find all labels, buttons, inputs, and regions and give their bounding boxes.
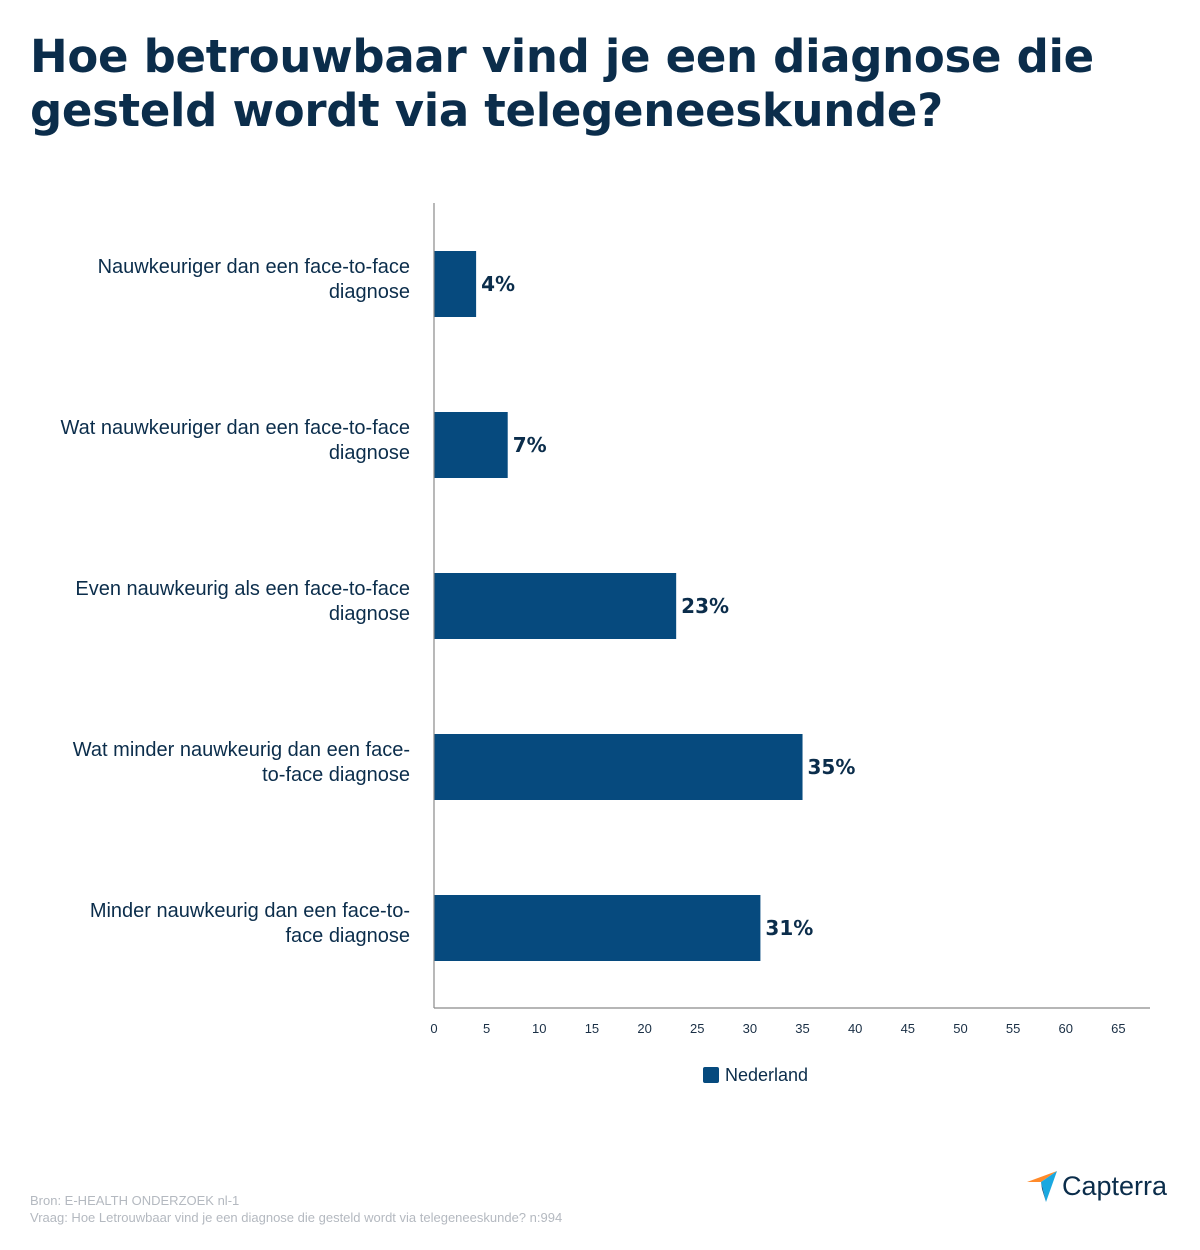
footer-notes: Bron: E-HEALTH ONDERZOEK nl-1 Vraag: Hoe… <box>30 1192 562 1226</box>
bar <box>434 251 477 317</box>
legend: Nederland <box>703 1065 808 1085</box>
data-label: 35% <box>808 755 856 779</box>
data-label: 31% <box>765 916 813 940</box>
x-tick-label: 45 <box>901 1021 915 1036</box>
brand-name: Capterra <box>1062 1170 1168 1201</box>
bars-layer <box>434 251 803 961</box>
x-tick-label: 55 <box>1006 1021 1020 1036</box>
x-tick-label: 5 <box>483 1021 490 1036</box>
x-tick-label: 20 <box>637 1021 651 1036</box>
axes-layer <box>433 203 1150 1009</box>
data-label: 4% <box>481 272 515 296</box>
x-tick-label: 60 <box>1059 1021 1073 1036</box>
brand-logo: Capterra <box>1026 1166 1167 1206</box>
chart-title-line-1: Hoe betrouwbaar vind je een diagnose die <box>30 30 1094 83</box>
bar <box>434 573 677 639</box>
question-note: Vraag: Hoe Letrouwbaar vind je een diagn… <box>30 1210 563 1225</box>
x-tick-label: 65 <box>1111 1021 1125 1036</box>
x-tick-label: 50 <box>953 1021 967 1036</box>
bar <box>434 412 508 478</box>
data-label: 7% <box>513 433 547 457</box>
data-label: 23% <box>681 594 729 618</box>
source-note: Bron: E-HEALTH ONDERZOEK nl-1 <box>30 1193 240 1208</box>
x-tick-label: 40 <box>848 1021 862 1036</box>
legend-label: Nederland <box>725 1065 808 1085</box>
x-tick-label: 10 <box>532 1021 546 1036</box>
x-tick-label: 15 <box>585 1021 599 1036</box>
bar <box>434 895 761 961</box>
legend-swatch <box>703 1067 719 1083</box>
category-label: Minder nauwkeurig dan een face-to-face d… <box>90 900 410 947</box>
category-label: Wat nauwkeuriger dan een face-to-face dia… <box>61 417 410 464</box>
capterra-logo-icon <box>1027 1171 1057 1202</box>
category-label: Nauwkeuriger dan een face-to-face diagnos… <box>98 256 410 303</box>
x-tick-label: 30 <box>743 1021 757 1036</box>
labels-layer: 4% 7% 23% 35% 31% Nauwkeuriger dan een face-t… <box>61 256 1126 1036</box>
x-tick-label: 0 <box>430 1021 437 1036</box>
bar-chart: 4% 7% 23% 35% 31% Nauwkeuriger dan een face-t… <box>61 203 1150 1085</box>
x-tick-label: 35 <box>795 1021 809 1036</box>
chart-title-line-2: gesteld wordt via telegeneeskunde? <box>30 84 943 137</box>
bar <box>434 734 803 800</box>
category-label: Even nauwkeurig als een face-to-face diag… <box>75 578 410 625</box>
chart-title: Hoe betrouwbaar vind je een diagnose die… <box>30 30 1170 138</box>
x-tick-label: 25 <box>690 1021 704 1036</box>
category-label: Wat minder nauwkeurig dan een face-to-fa… <box>73 739 410 786</box>
